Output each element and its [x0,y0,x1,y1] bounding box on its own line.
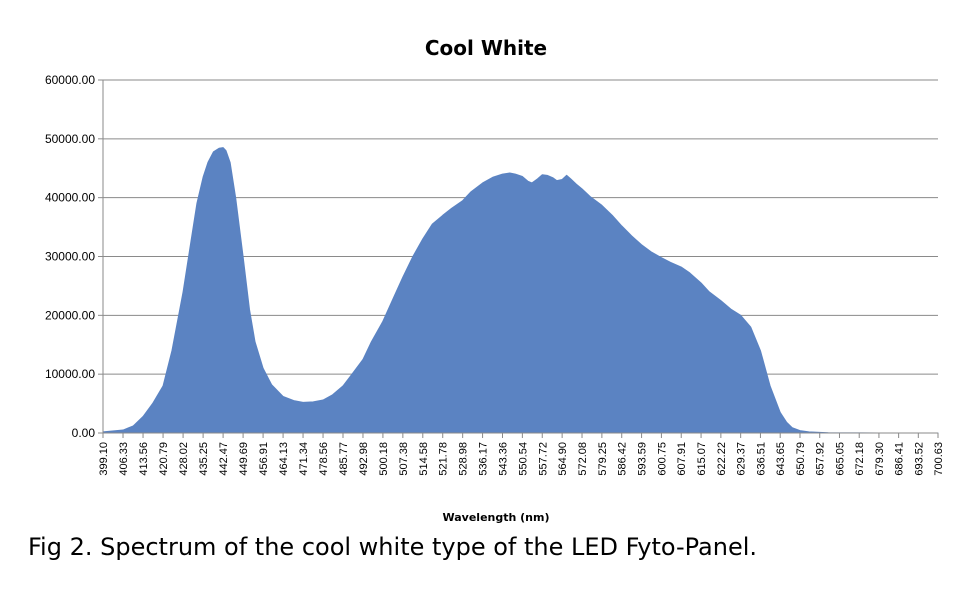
x-tick-label: 579.25 [597,442,609,476]
x-tick-label: 500.18 [378,442,390,476]
x-tick-label: 600.75 [656,442,668,476]
x-tick-label: 543.36 [497,442,509,476]
x-tick-label: 629.37 [736,442,748,476]
x-tick-label: 442.47 [218,442,230,476]
x-tick-label: 679.30 [874,442,886,476]
plot-area [102,147,939,434]
chart-title: Cool White [425,36,547,60]
x-tick-label: 514.58 [418,442,430,476]
x-tick-label: 478.56 [318,442,330,476]
x-tick-label: 693.52 [913,442,925,476]
x-tick-label: 406.33 [118,442,130,476]
y-tick-label: 20000.00 [45,308,95,322]
x-tick-label: 485.77 [338,442,350,476]
x-tick-label: 507.38 [398,442,410,476]
y-tick-label: 0.00 [72,426,96,440]
x-axis-ticks: 399.10 406.33 413.56 420.79 428.02 435.25 442.… [98,433,945,476]
spectrum-chart: Cool White 0.00 10000.00 20000.00 30000.00 4… [45,36,945,524]
x-tick-label: 672.18 [854,442,866,476]
x-tick-label: 643.65 [775,442,787,476]
x-tick-label: 686.41 [894,442,906,476]
x-tick-label: 399.10 [98,442,110,476]
x-tick-label: 528.98 [458,442,470,476]
x-tick-label: 521.78 [438,442,450,476]
x-tick-label: 428.02 [178,442,190,476]
x-tick-label: 636.51 [755,442,767,476]
x-tick-label: 665.05 [834,442,846,476]
x-tick-label: 615.07 [696,442,708,476]
x-tick-label: 420.79 [158,442,170,476]
x-tick-label: 492.98 [358,442,370,476]
figure-caption: Fig 2. Spectrum of the cool white type o… [28,533,758,561]
y-tick-label: 50000.00 [45,132,95,146]
y-tick-label: 30000.00 [45,250,95,264]
x-tick-label: 564.90 [557,442,569,476]
x-tick-label: 607.91 [676,442,688,476]
x-tick-label: 449.69 [238,442,250,476]
x-tick-label: 456.91 [258,442,270,476]
y-tick-label: 40000.00 [45,191,95,205]
x-tick-label: 700.63 [933,442,945,476]
x-tick-label: 435.25 [198,442,210,476]
x-tick-label: 550.54 [517,442,529,476]
x-tick-label: 536.17 [478,442,490,476]
x-tick-label: 657.92 [815,442,827,476]
spectrum-area [102,147,939,434]
y-tick-label: 10000.00 [45,367,95,381]
x-axis-label: Wavelength (nm) [443,511,550,524]
y-tick-label: 60000.00 [45,73,95,87]
x-tick-label: 557.72 [537,442,549,476]
x-tick-label: 622.22 [716,442,728,476]
x-tick-label: 650.79 [795,442,807,476]
x-tick-label: 471.34 [298,442,310,476]
x-tick-label: 593.59 [637,442,649,476]
x-tick-label: 413.56 [138,442,150,476]
x-tick-label: 464.13 [278,442,290,476]
x-tick-label: 572.08 [577,442,589,476]
x-tick-label: 586.42 [617,442,629,476]
y-axis-ticks: 0.00 10000.00 20000.00 30000.00 40000.00 5000… [45,73,103,440]
